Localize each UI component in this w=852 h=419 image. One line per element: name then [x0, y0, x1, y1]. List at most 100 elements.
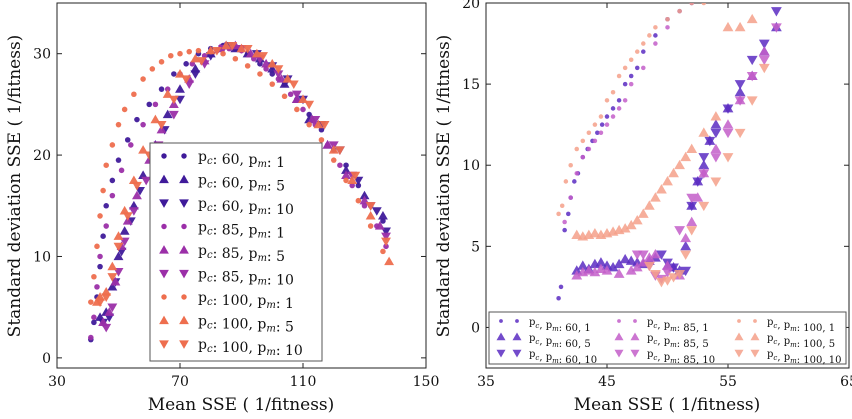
right-plot-frame: [485, 2, 850, 369]
data-point: [378, 210, 388, 220]
data-point: [562, 227, 567, 233]
data-point: [556, 211, 561, 217]
data-point: [365, 210, 376, 220]
data-point: [152, 101, 159, 108]
data-point: [273, 65, 284, 74]
data-point: [113, 231, 124, 240]
data-point: [113, 251, 124, 261]
data-point: [601, 260, 613, 270]
data-point: [574, 146, 580, 152]
data-point: [257, 61, 263, 67]
legend-marker: [159, 174, 169, 184]
x-tick-label: 150: [413, 374, 440, 390]
data-point: [141, 176, 152, 186]
legend-label: pc, pm: 100, 1: [767, 317, 835, 334]
data-point: [113, 242, 124, 252]
data-point: [100, 233, 106, 239]
legend-marker: [614, 349, 624, 358]
data-point: [168, 110, 179, 120]
data-point: [625, 255, 637, 265]
data-point: [313, 119, 324, 129]
data-point: [350, 171, 361, 181]
data-point: [680, 240, 692, 251]
data-point: [220, 50, 226, 57]
data-point: [643, 261, 655, 272]
data-point: [367, 223, 374, 229]
data-point: [653, 25, 658, 30]
data-point: [710, 119, 722, 129]
data-point: [318, 126, 325, 133]
data-point: [227, 41, 238, 51]
data-point: [686, 193, 698, 204]
data-point: [91, 319, 97, 326]
data-point: [190, 70, 201, 79]
data-point: [94, 243, 100, 250]
data-point: [595, 257, 607, 267]
legend-marker: [181, 294, 187, 300]
y-tick-label: 20: [462, 0, 480, 12]
data-point: [109, 192, 116, 199]
data-point: [100, 187, 106, 194]
legend-marker: [179, 269, 189, 279]
legend-marker: [737, 319, 741, 323]
legend-marker: [181, 223, 187, 230]
legend-label: pc, pm: 60, 1: [529, 317, 591, 334]
left-legend: pc: 60, pm: 1pc: 60, pm: 5pc: 60, pm: 10…: [149, 142, 323, 362]
data-point: [131, 91, 137, 98]
data-point: [758, 55, 770, 66]
data-point: [189, 61, 196, 67]
data-point: [91, 273, 97, 280]
data-point: [665, 16, 670, 22]
legend-marker: [179, 245, 189, 254]
data-point: [722, 119, 734, 129]
data-point: [595, 263, 607, 274]
data-point: [107, 261, 118, 271]
data-point: [162, 109, 173, 119]
data-point: [710, 153, 722, 163]
data-point: [343, 162, 349, 168]
legend-marker: [734, 349, 744, 358]
data-point: [586, 130, 592, 136]
data-point: [650, 249, 661, 259]
data-point: [610, 114, 616, 119]
data-point: [269, 81, 276, 87]
data-point: [221, 40, 232, 50]
data-point: [263, 66, 269, 72]
legend-label: pc: 60, pm: 1: [198, 149, 285, 171]
data-point: [273, 70, 284, 79]
legend-marker: [161, 294, 167, 300]
legend-marker: [159, 340, 169, 349]
data-point: [619, 223, 631, 233]
data-point: [698, 169, 710, 179]
data-point: [257, 71, 263, 77]
data-point: [599, 122, 605, 127]
data-point: [619, 253, 631, 264]
data-point: [183, 61, 189, 67]
legend-marker: [753, 319, 757, 323]
data-point: [118, 167, 125, 174]
data-point: [355, 197, 362, 204]
data-point: [595, 130, 600, 136]
x-tick-label: 65: [840, 374, 852, 390]
legend-marker: [750, 349, 760, 358]
data-point: [251, 55, 257, 62]
data-point: [97, 263, 103, 270]
y-tick-label: 10: [33, 249, 51, 265]
data-point: [168, 52, 174, 59]
data-point: [674, 269, 685, 280]
data-point: [568, 162, 573, 168]
data-point: [380, 218, 386, 224]
data-point: [574, 171, 580, 176]
y-tick-label: 5: [471, 239, 480, 255]
data-point: [722, 153, 734, 163]
data-point: [381, 237, 391, 247]
legend-marker: [750, 332, 760, 341]
data-point: [190, 53, 201, 63]
data-point: [650, 192, 661, 202]
legend-marker: [512, 349, 522, 358]
data-point: [722, 104, 734, 114]
data-point: [662, 276, 673, 286]
data-point: [201, 52, 208, 59]
data-point: [300, 106, 306, 113]
